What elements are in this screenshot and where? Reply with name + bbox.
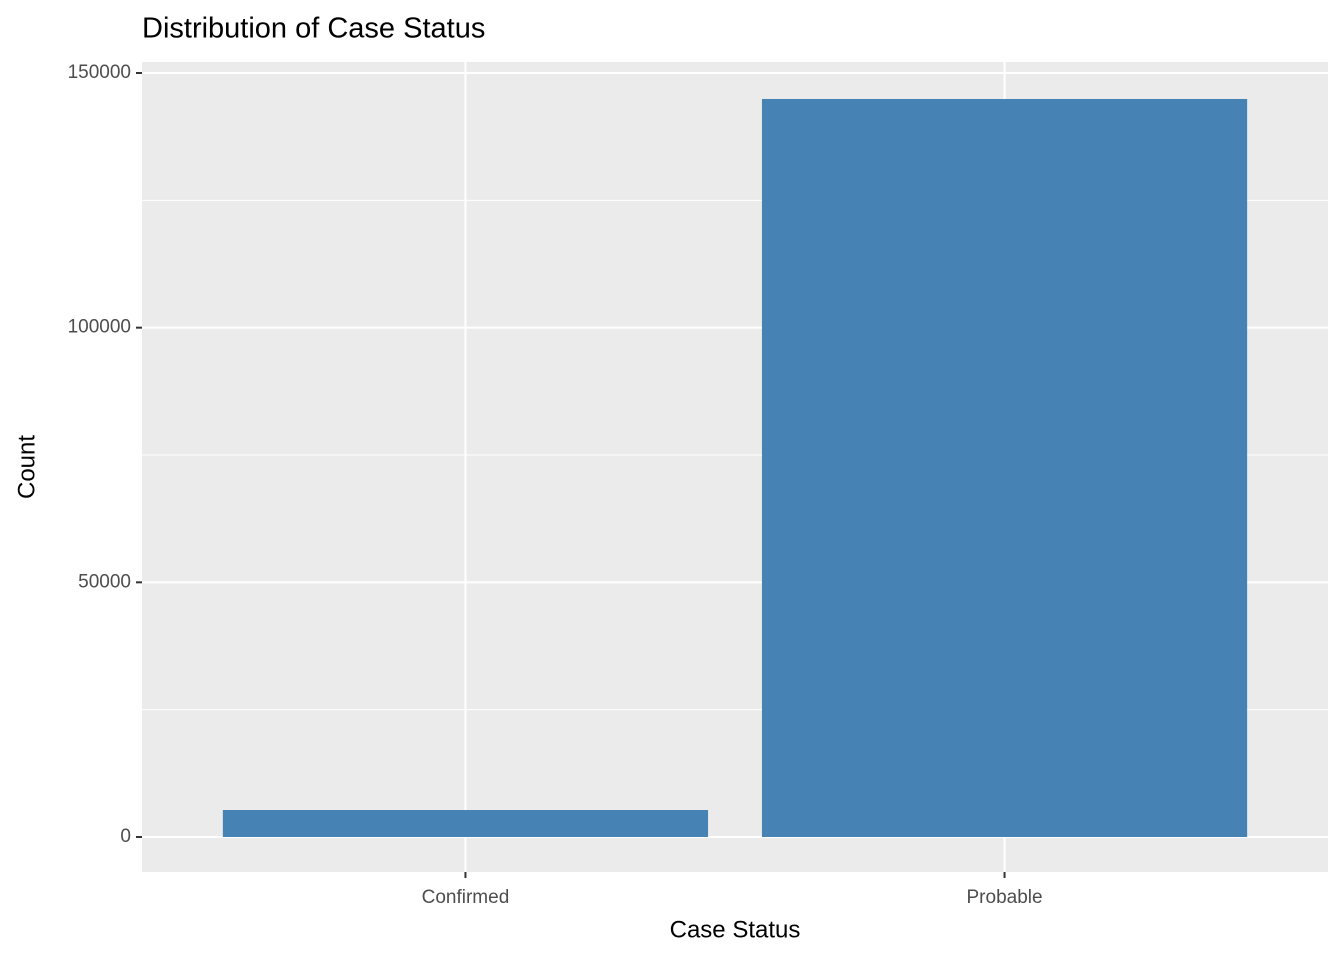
chart-title: Distribution of Case Status — [142, 13, 485, 45]
y-axis-label: Count — [13, 435, 40, 499]
bar — [222, 810, 709, 837]
y-tick-label: 100000 — [68, 317, 131, 338]
x-tick-label: Confirmed — [422, 887, 510, 908]
y-tick-label: 50000 — [78, 571, 131, 592]
y-tick-label: 150000 — [68, 62, 131, 83]
y-tick-label: 0 — [120, 826, 131, 847]
bar — [761, 98, 1248, 837]
x-axis-label: Case Status — [670, 916, 801, 943]
x-tick-label: Probable — [967, 887, 1043, 908]
